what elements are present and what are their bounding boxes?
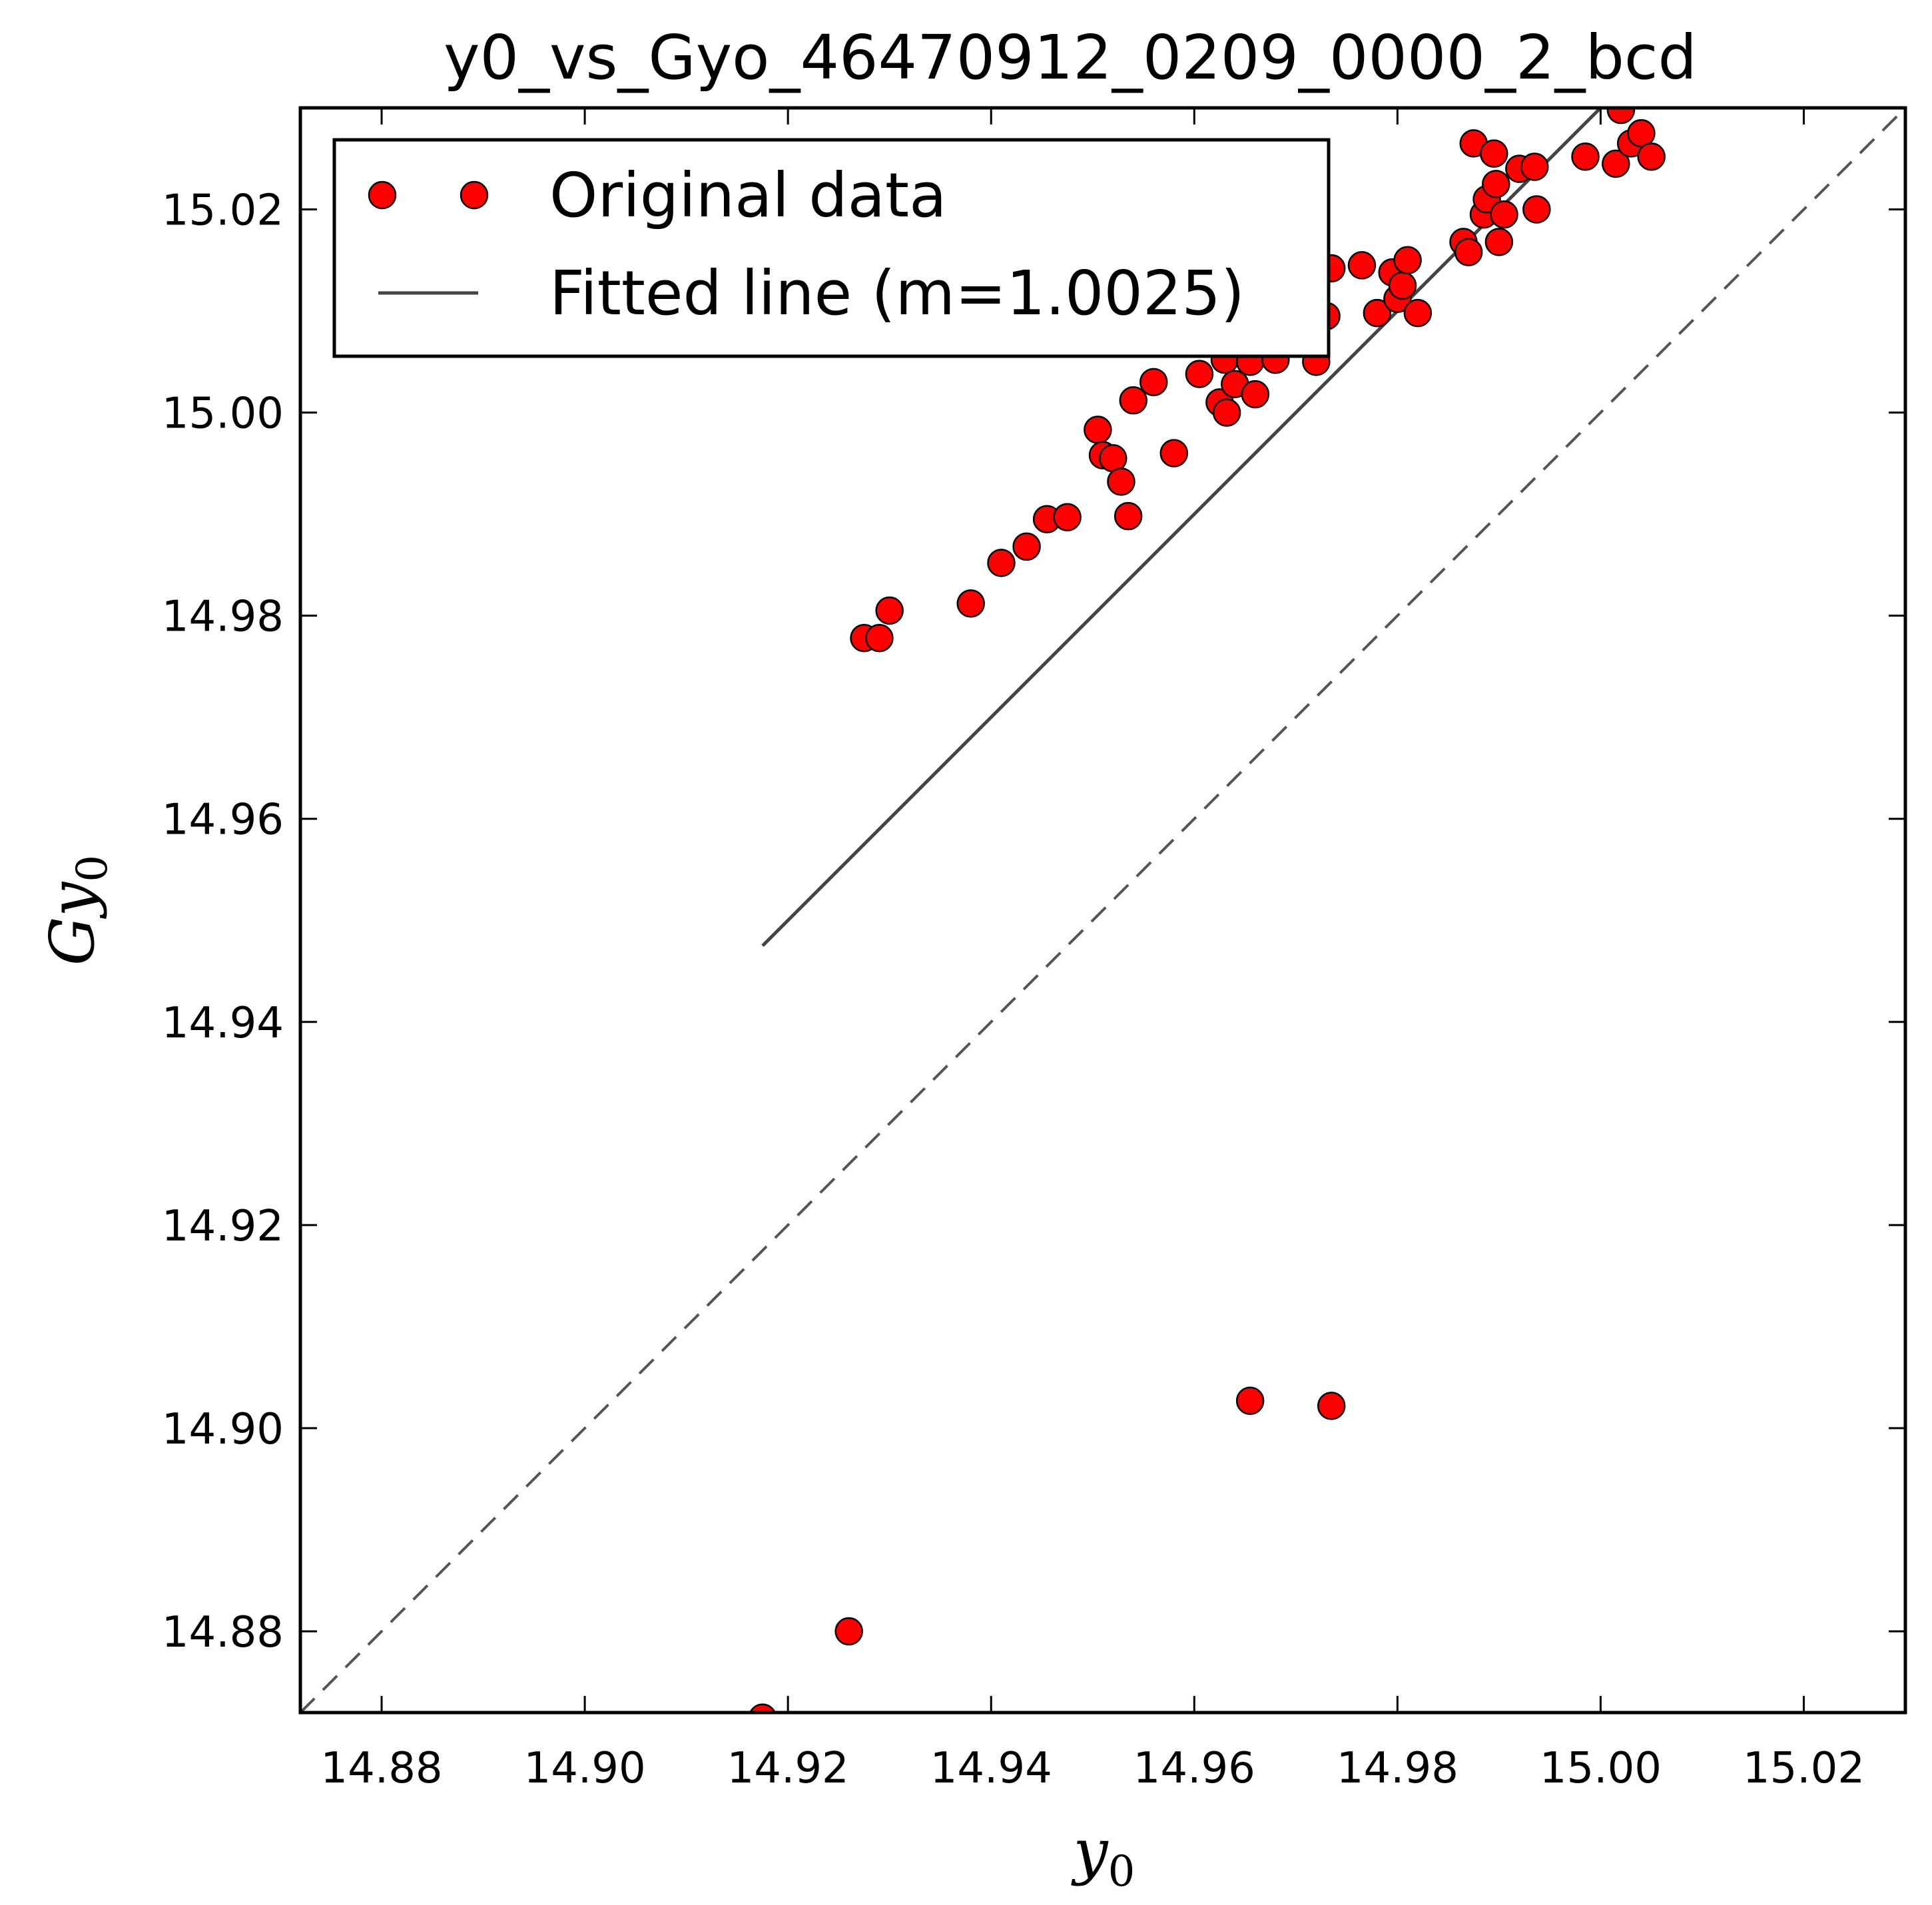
data-point (1119, 386, 1148, 415)
data-point (987, 549, 1016, 577)
plot-area (300, 108, 1905, 1713)
data-point (1482, 170, 1510, 198)
x-tick-label: 14.98 (1337, 1744, 1458, 1793)
data-point (1627, 119, 1656, 148)
data-point (1159, 439, 1189, 467)
x-tick-label: 14.96 (1133, 1744, 1255, 1793)
x-tick-label: 14.92 (727, 1744, 849, 1793)
x-tick-label: 14.94 (930, 1744, 1052, 1793)
data-point (1403, 298, 1433, 328)
x-tick-label: 14.88 (320, 1744, 442, 1793)
data-point (1484, 228, 1514, 256)
y-axis-label-subscript: 0 (68, 855, 117, 882)
axis-ticks: 14.88 14.90 14.92 14.94 14.96 14.98 15.00 15.02… (162, 108, 1905, 1793)
legend-label-original-data: Original data (549, 160, 946, 231)
data-point (956, 589, 985, 618)
data-point (1490, 200, 1518, 229)
data-point (875, 596, 904, 625)
data-point (1606, 108, 1636, 125)
y-tick-label: 14.88 (162, 1608, 284, 1657)
data-point (1454, 238, 1483, 266)
data-point (1520, 152, 1549, 181)
x-tick-label: 15.00 (1540, 1744, 1662, 1793)
data-point (1522, 195, 1551, 224)
legend-marker-left (368, 180, 397, 210)
plot-frame (298, 106, 1907, 1715)
data-point (1114, 501, 1143, 531)
data-point (1393, 246, 1422, 275)
data-point (1235, 1386, 1265, 1415)
data-point (1479, 139, 1508, 168)
y-axis-label-main: Gy (37, 882, 108, 965)
data-point (1053, 503, 1082, 531)
data-point (865, 623, 894, 653)
y-tick-label: 14.92 (162, 1202, 284, 1251)
x-axis-label: y0 (1071, 1816, 1135, 1896)
y-tick-label: 15.02 (162, 186, 284, 236)
data-point (1012, 532, 1041, 561)
legend-box (332, 138, 1331, 358)
data-point (1388, 271, 1417, 300)
data-point (749, 1703, 776, 1713)
data-point (1317, 1392, 1346, 1420)
y-tick-label: 14.94 (162, 999, 284, 1048)
legend-marker-right (460, 180, 489, 210)
identity-line (300, 108, 1905, 1713)
data-point (1185, 360, 1214, 388)
y-tick-label: 14.96 (162, 796, 284, 845)
data-point (1363, 298, 1392, 328)
y-tick-label: 14.90 (162, 1405, 284, 1454)
y-tick-label: 14.98 (162, 593, 284, 642)
x-axis-label-subscript: 0 (1108, 1847, 1135, 1896)
data-point (1571, 142, 1600, 171)
data-point (1602, 149, 1630, 178)
chart-title: y0_vs_Gyo_46470912_0209_0000_2_bcd (444, 22, 1697, 93)
x-axis-label-main: y (1071, 1816, 1109, 1887)
data-point (1084, 415, 1112, 444)
x-tick-label: 15.02 (1743, 1744, 1865, 1793)
data-point (1212, 398, 1241, 427)
legend: Original data Fitted line (m=1.0025) (332, 138, 1331, 358)
data-point (1107, 467, 1135, 496)
y-tick-label: 15.00 (162, 390, 284, 439)
y-axis-label: Gy0 (37, 855, 117, 965)
data-point (1139, 368, 1168, 397)
data-point (1637, 142, 1666, 171)
legend-label-fitted-line: Fitted line (m=1.0025) (549, 258, 1245, 329)
data-point (1241, 380, 1270, 409)
plot-content (300, 108, 1905, 1713)
data-point (834, 1617, 863, 1646)
x-tick-label: 14.90 (523, 1744, 645, 1793)
data-point (1347, 251, 1377, 280)
